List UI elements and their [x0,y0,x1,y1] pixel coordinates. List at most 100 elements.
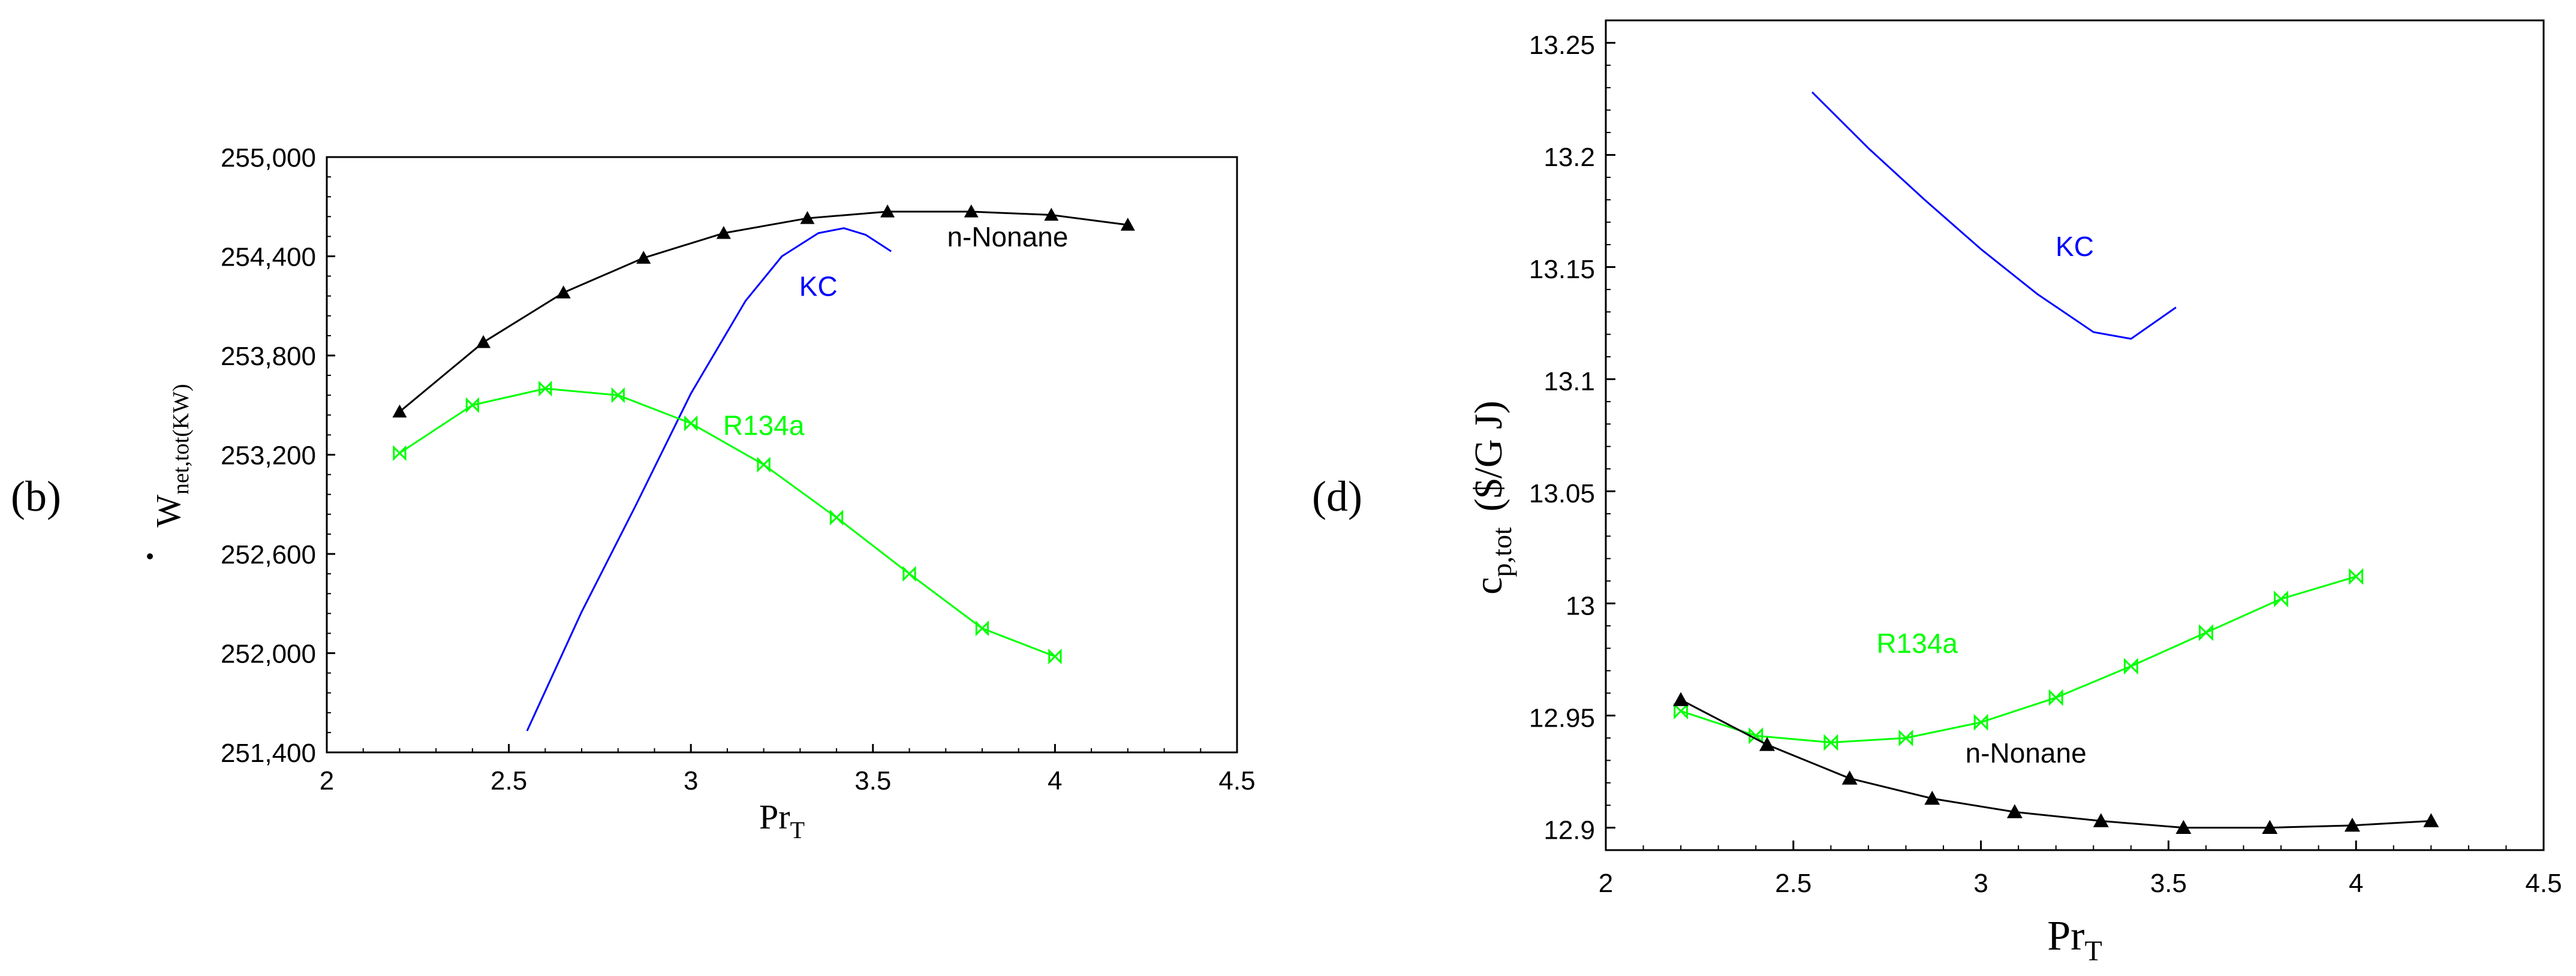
x-axis-label-b: PrT [759,797,805,844]
x-tick-label: 2 [1599,869,1613,898]
series-b: n-Nonane KC R134a [392,204,1135,731]
marker-r134a [1829,734,1838,751]
svg-text:cp,tot($/G J): cp,tot ($/G J) [1467,400,1517,595]
marker-r134a [2355,568,2364,585]
x-axis-label-sub: T [790,817,805,844]
chart-b: (b) 2 2.5 3 3.5 4 4.5 251,400252,000252,60025… [11,143,1256,844]
x-axis-label-base: Pr [2047,913,2084,959]
marker-r134a [2054,689,2063,706]
marker-r134a [2048,689,2057,706]
marker-r134a [690,415,698,432]
marker-r134a [1823,734,1832,751]
marker-n-nonane [2175,820,2192,834]
marker-n-nonane [716,225,731,239]
y-tick-label: 13.25 [1529,31,1595,60]
marker-n-nonane [556,285,571,299]
marker-r134a [611,387,619,403]
marker-r134a [1979,713,1988,731]
y-ticks-b: 251,400 252,000 252,600 253,200 253,800 254,4… [221,143,335,768]
x-axis-label-sub: T [2084,935,2102,967]
marker-r134a [684,415,693,432]
y-tick-label: 253,200 [221,441,316,470]
marker-r134a [2129,658,2138,675]
series-line-n-nonane [1680,699,2431,829]
marker-r134a [2199,624,2208,641]
marker-n-nonane [2423,813,2439,827]
series-line-n-nonane [399,210,1128,412]
x-tick-label: 3.5 [2150,869,2187,898]
marker-r134a [2274,591,2283,608]
marker-n-nonane [1120,218,1135,231]
y-axis-label-unit: ($/G J) [1467,400,1510,511]
marker-r134a [2204,624,2213,641]
marker-r134a [1898,729,1907,746]
marker-r134a [975,620,984,637]
series-line-r134a [399,387,1055,658]
x-tick-label: 3 [684,766,698,796]
y-tick-label: 252,000 [221,639,316,668]
y-ticks-d: 12.9 12.95 13 13.05 13.1 13.15 13.2 13.25 [1529,31,1615,845]
marker-n-nonane [1841,770,1858,785]
x-tick-label: 4.5 [2525,869,2562,898]
marker-n-nonane [2093,813,2109,827]
x-ticks-b: 2 2.5 3 3.5 4 4.5 [320,744,1256,796]
panel-label-b: (b) [11,472,61,520]
marker-r134a [1674,703,1683,720]
chart-d: (d) 2 2.5 3 3.5 4 4.5 12.9 12.95 13 13.05 13.1 13.… [1312,19,2562,967]
marker-r134a [757,456,765,473]
x-tick-label: 3 [1973,869,1988,898]
marker-n-nonane [1044,207,1059,221]
marker-n-nonane [476,335,491,348]
x-tick-label: 4 [1048,766,1062,796]
y-tick-label: 12.9 [1543,815,1595,845]
x-tick-label: 4.5 [1218,766,1255,796]
marker-r134a [1054,648,1062,665]
y-tick-label: 13.1 [1543,367,1595,396]
y-tick-label: 252,600 [221,540,316,570]
y-tick-label: 13.2 [1543,143,1595,172]
y-axis-label-b: Wnet,tot(KW) [147,384,194,559]
marker-r134a [902,565,911,582]
marker-r134a [2349,568,2358,585]
series-line-r134a [1680,576,2357,743]
marker-r134a [2123,658,2132,675]
marker-r134a [465,397,474,413]
y-tick-label: 251,400 [221,739,316,768]
marker-n-nonane [1673,692,1689,706]
marker-r134a [1755,727,1764,745]
marker-r134a [908,565,916,582]
series-label-n-nonane: n-Nonane [1966,737,2087,769]
x-tick-label: 2 [320,766,334,796]
y-axis-label-dot [147,553,153,559]
marker-r134a [616,387,625,403]
plot-frame-d [1605,19,2545,851]
x-axis-label-d: PrT [2047,913,2102,967]
x-ticks-d: 2 2.5 3 3.5 4 4.5 [1599,841,2562,898]
x-tick-label: 2.5 [1775,869,1811,898]
marker-n-nonane [1924,790,1940,805]
marker-r134a [1904,729,1913,746]
y-tick-label: 253,800 [221,342,316,371]
marker-r134a [829,510,838,526]
y-axis-label-base: W [149,495,188,528]
x-tick-label: 4 [2349,869,2363,898]
svg-text:Wnet,tot(KW): Wnet,tot(KW) [149,384,194,527]
marker-r134a [835,510,844,526]
y-tick-label: 12.95 [1529,703,1595,733]
marker-r134a [398,445,407,461]
series-line-kc [526,227,892,731]
marker-r134a [980,620,989,637]
marker-r134a [544,380,552,397]
marker-r134a [471,397,479,413]
marker-n-nonane [800,211,815,224]
marker-r134a [762,456,771,473]
panel-label-d: (d) [1312,472,1362,520]
marker-n-nonane [2344,817,2360,832]
marker-r134a [2279,591,2288,608]
plot-frame-b [326,156,1238,754]
marker-n-nonane [636,251,651,264]
marker-n-nonane [1759,737,1775,751]
x-tick-label: 3.5 [854,766,891,796]
y-tick-label: 13.05 [1529,479,1595,508]
